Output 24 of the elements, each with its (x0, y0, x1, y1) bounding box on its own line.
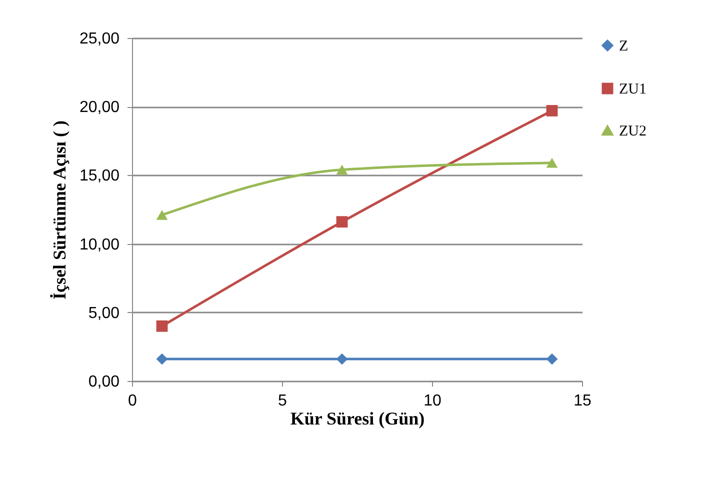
y-tick-label: 10,00 (79, 236, 120, 254)
point (156, 320, 168, 332)
x-tick-label: 15 (574, 392, 592, 410)
point (336, 353, 348, 365)
y-tick-label: 25,00 (79, 30, 120, 48)
x-axis-title: Kür Süresi (Gün) (290, 408, 425, 428)
legend-label: Z (619, 38, 628, 54)
point (546, 105, 558, 116)
y-tick-label: 15,00 (79, 168, 120, 185)
legend-label: ZU1 (619, 82, 646, 98)
point (156, 210, 168, 220)
y-tick-label: 0,00 (88, 374, 120, 390)
y-axis-title: İçsel Sürtünme Açısı ( ) (49, 120, 70, 300)
point (336, 216, 348, 228)
y-tick-label: 5,00 (88, 304, 120, 322)
y-tick-label: 20,00 (79, 99, 120, 116)
point (546, 158, 558, 168)
point (546, 353, 558, 365)
legend-label: ZU2 (619, 124, 646, 140)
x-tick-label: 0 (128, 392, 138, 410)
x-tick-label: 5 (278, 392, 288, 410)
x-tick-label: 10 (424, 392, 442, 410)
point (336, 164, 348, 175)
point (156, 353, 168, 365)
